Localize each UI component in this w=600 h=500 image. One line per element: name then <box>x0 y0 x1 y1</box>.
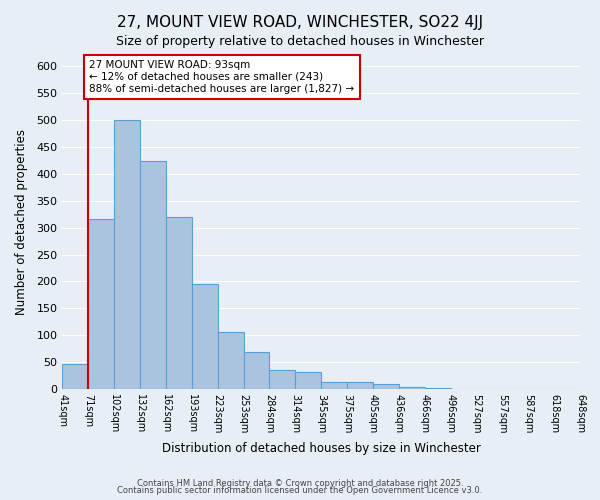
Bar <box>295 372 321 390</box>
Bar <box>476 389 502 390</box>
Bar <box>451 389 476 390</box>
Bar <box>244 352 269 390</box>
Bar <box>114 120 140 390</box>
Bar <box>140 160 166 390</box>
Text: Contains HM Land Registry data © Crown copyright and database right 2025.: Contains HM Land Registry data © Crown c… <box>137 478 463 488</box>
Bar <box>425 388 451 390</box>
Text: 27, MOUNT VIEW ROAD, WINCHESTER, SO22 4JJ: 27, MOUNT VIEW ROAD, WINCHESTER, SO22 4J… <box>117 15 483 30</box>
Bar <box>269 370 295 390</box>
Bar <box>88 220 114 390</box>
Bar <box>373 384 399 390</box>
Bar <box>192 284 218 390</box>
Bar <box>528 389 554 390</box>
Bar <box>502 389 528 390</box>
Text: Contains public sector information licensed under the Open Government Licence v3: Contains public sector information licen… <box>118 486 482 495</box>
Bar <box>399 386 425 390</box>
Bar <box>166 217 192 390</box>
X-axis label: Distribution of detached houses by size in Winchester: Distribution of detached houses by size … <box>162 442 481 455</box>
Bar <box>347 382 373 390</box>
Text: 27 MOUNT VIEW ROAD: 93sqm
← 12% of detached houses are smaller (243)
88% of semi: 27 MOUNT VIEW ROAD: 93sqm ← 12% of detac… <box>89 60 355 94</box>
Text: Size of property relative to detached houses in Winchester: Size of property relative to detached ho… <box>116 35 484 48</box>
Bar <box>218 332 244 390</box>
Bar <box>321 382 347 390</box>
Y-axis label: Number of detached properties: Number of detached properties <box>15 129 28 315</box>
Bar <box>62 364 88 390</box>
